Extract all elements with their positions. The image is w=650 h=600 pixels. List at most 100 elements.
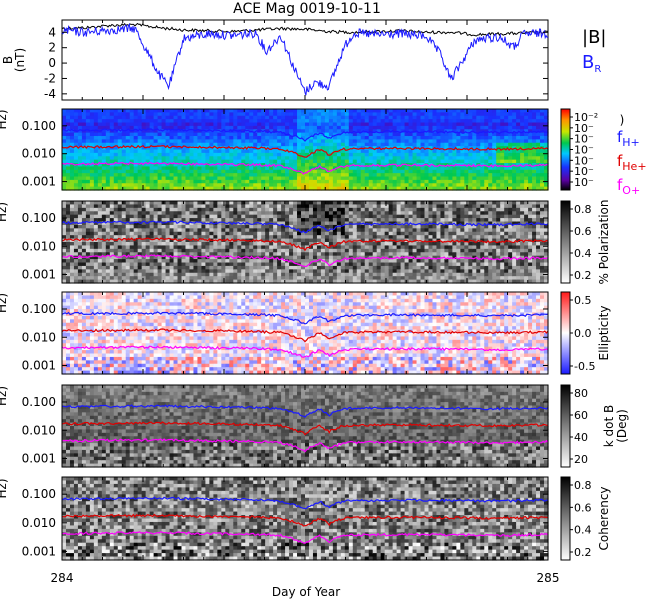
spectrogram-cell <box>149 279 155 284</box>
spectrogram-cell <box>69 218 75 223</box>
spectrogram-cell <box>69 252 75 257</box>
spectrogram-cell <box>293 146 298 151</box>
spectrogram-cell <box>93 156 99 161</box>
spectrogram-cell <box>121 122 127 127</box>
spectrogram-cell <box>504 166 509 171</box>
spectrogram-cell <box>73 259 79 264</box>
spectrogram-cell <box>109 183 115 188</box>
spectrogram-cell <box>512 119 517 124</box>
spectrogram-cell <box>109 159 115 164</box>
spectrogram-cell <box>225 179 230 184</box>
spectrogram-cell <box>344 132 350 137</box>
colorbar-tick-label: 10⁻² <box>574 111 598 124</box>
spectrogram-cell <box>165 248 171 253</box>
spectrogram-cell <box>352 252 358 257</box>
spectrogram-cell <box>480 132 485 137</box>
spectrogram-cell <box>205 276 210 281</box>
spectrogram-cell <box>141 214 147 219</box>
spectrogram-cell <box>508 142 513 147</box>
spectrogram-cell <box>544 122 549 127</box>
spectrogram-cell <box>404 173 410 178</box>
spectrogram-cell <box>277 186 282 191</box>
spectrogram-cell <box>217 238 222 243</box>
spectrogram-cell <box>65 235 71 240</box>
spectrogram-cell <box>420 119 426 124</box>
spectrogram-cell <box>113 235 119 240</box>
spectrogram-cell <box>392 163 398 167</box>
spectrogram-cell <box>137 125 143 130</box>
spectrogram-cell <box>205 204 210 209</box>
spectrogram-cell <box>277 179 282 184</box>
spectrogram-cell <box>476 159 481 164</box>
spectrogram-cell <box>308 183 314 188</box>
spectrogram-cell <box>476 112 481 117</box>
spectrogram-cell <box>153 159 159 164</box>
spectrogram-cell <box>281 112 286 117</box>
spectrogram-cell <box>157 139 163 144</box>
spectrogram-cell <box>117 183 123 188</box>
spectrogram-cell <box>221 224 226 229</box>
spectrogram-cell <box>217 255 222 260</box>
spectrogram-cell <box>113 115 119 120</box>
spectrogram-cell <box>472 119 477 124</box>
spectrogram-cell <box>62 152 67 157</box>
spectrogram-cell <box>416 176 422 181</box>
spectrogram-cell <box>85 136 91 140</box>
spectrogram-cell <box>81 179 87 184</box>
spectrogram-cell <box>121 265 127 270</box>
spectrogram-cell <box>301 112 306 117</box>
spectrogram-cell <box>340 276 346 281</box>
spectrogram-cell <box>81 272 87 277</box>
spectrogram-cell <box>404 176 410 181</box>
spectrogram-cell <box>129 112 135 117</box>
spectrogram-cell <box>476 173 481 178</box>
spectrogram-cell <box>444 112 450 117</box>
spectrogram-cell <box>308 279 314 284</box>
spectrogram-cell <box>257 204 262 209</box>
spectrogram-cell <box>320 201 326 206</box>
spectrogram-cell <box>201 262 207 267</box>
spectrogram-cell <box>352 224 358 229</box>
spectrogram-cell <box>340 186 346 191</box>
spectrogram-cell <box>221 235 226 240</box>
spectrogram-cell <box>372 259 378 264</box>
spectrogram-cell <box>332 129 338 134</box>
spectrogram-cell <box>173 119 179 124</box>
spectrogram-cell <box>121 173 127 178</box>
spectrogram-cell <box>213 252 218 257</box>
spectrogram-cell <box>81 163 87 167</box>
spectrogram-cell <box>360 132 366 137</box>
spectrogram-cell <box>101 115 107 120</box>
spectrogram-cell <box>241 276 246 281</box>
spectrogram-cell <box>233 119 238 124</box>
spectrogram-cell <box>312 201 318 206</box>
spectrogram-cell <box>308 129 314 134</box>
spectrogram-cell <box>328 265 334 270</box>
spectrogram-cell <box>257 115 262 120</box>
chart-title: ACE Mag 0019-10-11 <box>233 1 381 17</box>
spectrogram-cell <box>516 119 521 124</box>
spectrogram-cell <box>281 152 286 157</box>
spectrogram-cell <box>157 259 163 264</box>
spectrogram-cell <box>197 252 203 257</box>
spectrogram-cell <box>221 252 226 257</box>
spectrogram-cell <box>332 279 338 284</box>
spectrogram-cell <box>484 139 489 144</box>
spectrogram-cell <box>336 238 342 243</box>
spectrogram-cell <box>301 186 306 191</box>
spectrogram-cell <box>308 125 314 130</box>
spectrogram-cell <box>336 269 342 274</box>
spectrogram-cell <box>249 279 254 284</box>
spectrogram-cell <box>464 176 469 181</box>
spectrogram-cell <box>508 183 513 188</box>
spectrogram-cell <box>169 255 175 260</box>
spectrogram-cell <box>261 238 266 243</box>
spectrogram-cell <box>233 248 238 253</box>
spectrogram-cell <box>456 115 461 120</box>
spectrogram-cell <box>201 132 207 137</box>
spectrogram-cell <box>320 173 326 178</box>
spectrogram-cell <box>141 176 147 181</box>
spectrogram-cell <box>324 179 330 184</box>
spectrogram-cell <box>305 149 310 154</box>
spectrogram-cell <box>217 142 222 147</box>
